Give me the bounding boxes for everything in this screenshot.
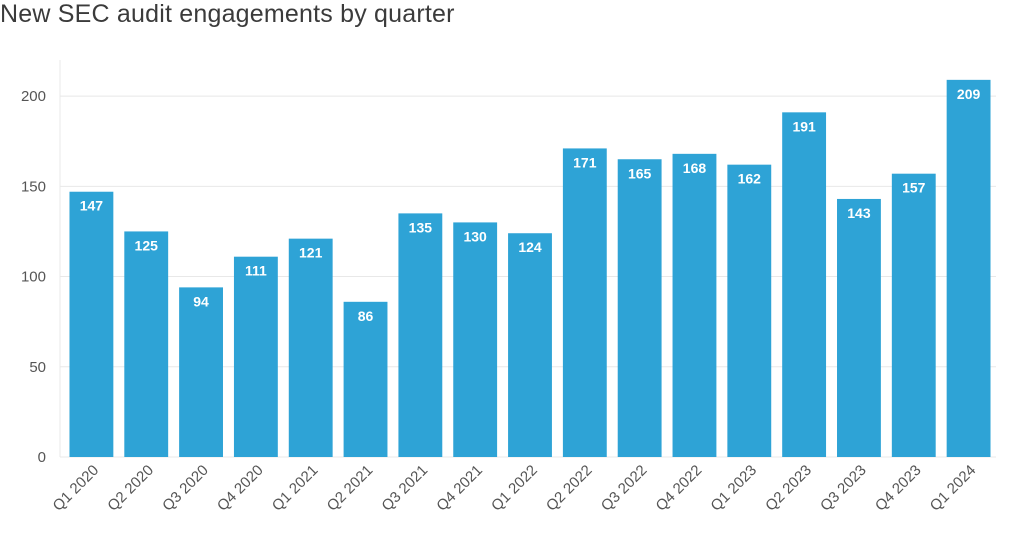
- x-tick-label: Q2 2023: [762, 462, 815, 515]
- bar: [782, 112, 827, 457]
- bar-value-label: 165: [628, 165, 652, 181]
- bar: [617, 159, 662, 457]
- bar: [69, 191, 114, 457]
- bar: [562, 148, 607, 457]
- x-tick-label: Q1 2023: [707, 462, 760, 515]
- x-tick-label: Q4 2021: [433, 462, 486, 515]
- x-tick-label: Q4 2020: [214, 462, 267, 515]
- bar: [288, 238, 333, 457]
- y-tick-label: 50: [29, 359, 46, 376]
- chart-title: New SEC audit engagements by quarter: [0, 0, 455, 28]
- bar: [946, 79, 991, 457]
- x-tick-label: Q3 2022: [598, 462, 651, 515]
- y-tick-label: 0: [38, 449, 46, 466]
- x-tick-label: Q2 2020: [104, 462, 157, 515]
- bar-value-label: 209: [957, 86, 981, 102]
- x-tick-label: Q4 2022: [653, 462, 706, 515]
- bar: [453, 222, 498, 457]
- bar: [672, 153, 717, 457]
- bar-value-label: 125: [135, 237, 159, 253]
- bar: [508, 233, 552, 457]
- bar-value-label: 162: [738, 171, 762, 187]
- bar: [837, 198, 881, 457]
- y-tick-label: 150: [21, 178, 46, 195]
- bar-value-label: 94: [193, 293, 209, 309]
- bar-value-label: 135: [409, 219, 433, 235]
- bar-value-label: 121: [299, 245, 323, 261]
- bar: [124, 231, 169, 457]
- bar-value-label: 157: [902, 180, 926, 196]
- bar-value-label: 124: [518, 239, 542, 255]
- y-tick-label: 100: [21, 269, 46, 286]
- x-tick-label: Q2 2021: [324, 462, 377, 515]
- bar-value-label: 171: [573, 154, 597, 170]
- bars: [69, 79, 991, 457]
- y-tick-label: 200: [21, 88, 46, 105]
- bar-value-label: 130: [463, 228, 487, 244]
- y-axis-ticks: 0 50 100 150 200: [21, 88, 46, 466]
- bar: [398, 213, 443, 457]
- bar: [727, 164, 772, 457]
- bar-value-labels: 147 125 94 111 121 86 135 130 124 171 165 168 162 191…: [80, 86, 981, 324]
- x-tick-label: Q3 2020: [159, 462, 212, 515]
- bar-value-label: 191: [792, 118, 816, 134]
- x-tick-label: Q1 2022: [488, 462, 541, 515]
- x-tick-label: Q1 2020: [50, 462, 103, 515]
- bar: [179, 287, 223, 457]
- bar-value-label: 147: [80, 198, 104, 214]
- bar: [891, 173, 936, 457]
- x-tick-label: Q4 2023: [872, 462, 925, 515]
- x-tick-label: Q1 2021: [269, 462, 322, 515]
- x-tick-label: Q3 2021: [378, 462, 431, 515]
- bar-value-label: 143: [847, 205, 871, 221]
- bar-value-label: 111: [245, 263, 267, 279]
- x-tick-label: Q1 2024: [927, 462, 980, 515]
- x-tick-label: Q2 2022: [543, 462, 596, 515]
- bar: [233, 256, 278, 457]
- x-axis-ticks: Q1 2020 Q2 2020 Q3 2020 Q4 2020 Q1 2021 Q2 20…: [50, 462, 980, 515]
- bar-value-label: 168: [683, 160, 707, 176]
- x-tick-label: Q3 2023: [817, 462, 870, 515]
- bar: [343, 301, 388, 457]
- bar-value-label: 86: [358, 308, 374, 324]
